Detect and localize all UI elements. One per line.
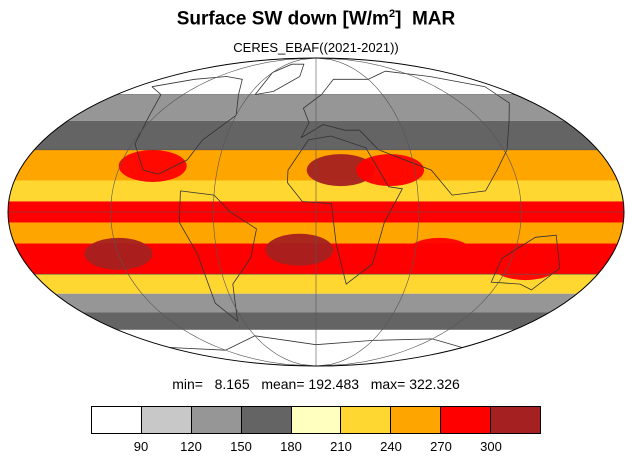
colorbar-tick-label: 90 [133,439,149,454]
coastline [300,70,510,196]
min-value: 8.165 [214,376,250,392]
shading-hotspot [491,248,560,281]
colorbar-tick-label: 180 [280,439,302,454]
coastline [490,234,561,291]
graticule-meridian [315,58,420,366]
colorbar-tick-label: 240 [380,439,402,454]
colorbar-segment [291,407,342,433]
graticule-meridian [110,58,317,366]
min-label: min= [172,376,203,392]
colorbar-segment [92,407,142,433]
colorbar-tick-label: 210 [330,439,352,454]
title-month: MAR [411,8,456,30]
colorbar-tick-label: 150 [230,439,252,454]
shading-hotspot [265,233,334,266]
colorbar [91,406,541,434]
graticule-meridian [212,58,317,366]
coastline [178,190,257,322]
colorbar-segment [341,407,392,433]
title-close: ] [395,8,402,30]
colorbar-segment [241,407,292,433]
graticule [8,58,624,366]
shading-hotspot [118,149,187,182]
title-text: Surface SW down [W/m [176,8,389,30]
colorbar-tick-label: 270 [430,439,452,454]
colorbar-segment [441,407,492,433]
map-border [7,57,625,367]
shading-hotspot [306,154,375,187]
colorbar-segment [491,407,541,433]
chart-subtitle: CERES_EBAF((2021-2021)) [233,40,399,55]
title-superscript: 2 [388,8,396,20]
colorbar-segment [191,407,242,433]
stats-line: min= 8.165 mean= 192.483 max= 322.326 [0,376,632,392]
chart-title: Surface SW down [W/m2] MAR [0,8,632,30]
shading-hotspot [356,154,425,187]
graticule-meridian [315,58,522,366]
mollweide-map [7,57,625,367]
mean-label: mean= [261,376,305,392]
colorbar-segment [141,407,192,433]
mean-value: 192.483 [308,376,360,392]
colorbar-segment [391,407,442,433]
max-value: 322.326 [409,376,460,392]
max-label: max= [370,376,406,392]
colorbar-tick-label: 120 [180,439,202,454]
coastline [286,135,403,285]
shading-hotspot [405,237,474,270]
colorbar-tick-label: 300 [480,439,502,454]
